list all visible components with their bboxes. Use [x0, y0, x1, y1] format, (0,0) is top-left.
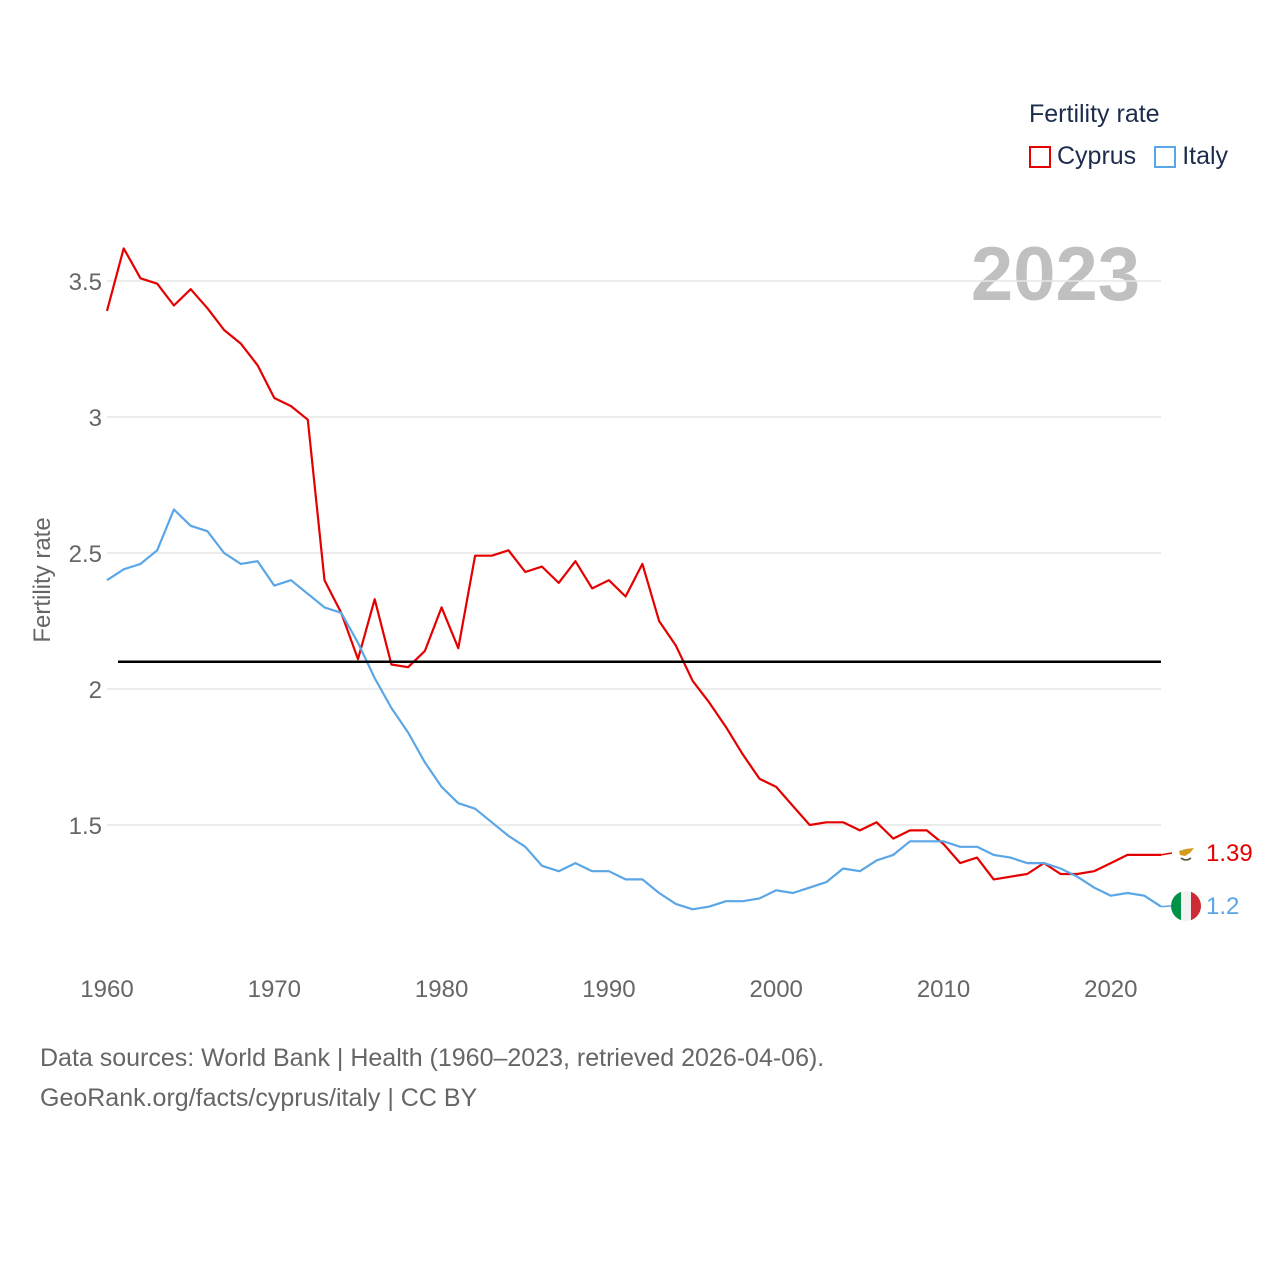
- data-source-note: Data sources: World Bank | Health (1960–…: [40, 1044, 825, 1072]
- legend-item-cyprus[interactable]: Cyprus: [1029, 142, 1136, 171]
- cyprus-flag-icon: [1172, 839, 1200, 867]
- end-connector-cyprus: [1160, 852, 1173, 856]
- year-watermark: 2023: [971, 232, 1140, 317]
- x-tick-label: 1980: [415, 976, 468, 1003]
- y-tick-label: 3.5: [69, 269, 102, 296]
- x-tick-label: 2010: [917, 976, 970, 1003]
- legend-item-italy[interactable]: Italy: [1154, 142, 1228, 171]
- end-value-label-italy: 1.2: [1206, 893, 1239, 920]
- x-tick-label: 2020: [1084, 976, 1137, 1003]
- legend-swatch-italy: [1154, 145, 1177, 168]
- x-tick-label: 1970: [248, 976, 301, 1003]
- source-url[interactable]: GeoRank.org/facts/cyprus/italy | CC BY: [40, 1084, 478, 1112]
- series-line-cyprus: [105, 247, 1161, 881]
- y-tick-label: 2: [89, 677, 102, 704]
- legend-swatch-cyprus: [1029, 145, 1051, 168]
- legend-label-italy: Italy: [1182, 142, 1229, 170]
- legend: Cyprus Italy: [1029, 142, 1246, 171]
- y-tick-label: 2.5: [69, 541, 102, 568]
- y-tick-label: 3: [89, 405, 102, 432]
- legend-title: Fertility rate: [1029, 100, 1160, 128]
- legend-label-cyprus: Cyprus: [1057, 142, 1137, 170]
- italy-flag-green: [1171, 891, 1182, 921]
- y-axis-label: Fertility rate: [29, 517, 56, 642]
- cyprus-map-shape: [1179, 848, 1194, 856]
- x-tick-label: 2000: [750, 976, 803, 1003]
- y-tick-label: 1.5: [69, 813, 102, 840]
- series-line-italy: [106, 508, 1162, 911]
- cyprus-olive-branches: [1180, 857, 1192, 861]
- x-tick-label: 1990: [582, 976, 635, 1003]
- italy-flag-red: [1191, 891, 1201, 921]
- end-value-label-cyprus: 1.39: [1206, 840, 1253, 867]
- italy-flag-icon: [1171, 891, 1201, 921]
- italy-flag-white: [1181, 891, 1192, 921]
- x-tick-label: 1960: [80, 976, 133, 1003]
- end-connector-italy: [1160, 905, 1173, 908]
